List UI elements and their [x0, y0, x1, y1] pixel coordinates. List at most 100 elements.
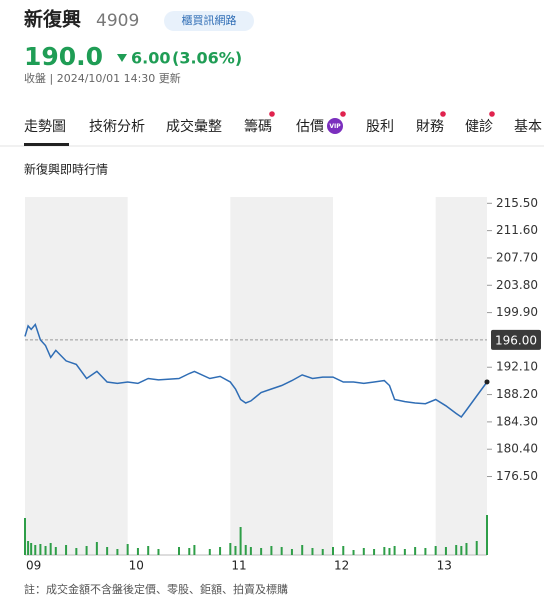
x-tick-label: 13 [437, 559, 452, 573]
section-title: 新復興即時行情 [24, 162, 108, 177]
volume-bar [193, 545, 196, 555]
volume-bar [311, 548, 314, 555]
volume-bar [270, 546, 273, 555]
volume-bar [352, 550, 355, 555]
down-arrow [117, 54, 127, 62]
volume-bar [321, 549, 324, 555]
y-tick-label: 199.90 [496, 305, 538, 319]
volume-bar [388, 548, 391, 555]
volume-bar [106, 547, 109, 555]
active-tab-underline [24, 143, 69, 146]
volume-bar [219, 547, 222, 555]
volume-bar [27, 541, 30, 555]
volume-bar [39, 544, 42, 555]
volume-bar [85, 546, 88, 555]
tab[interactable]: 財務 [416, 119, 444, 135]
tab[interactable]: 成交彙整 [166, 118, 222, 135]
volume-bar [116, 549, 119, 555]
volume-bar [44, 546, 47, 555]
y-tick-label: 192.10 [496, 360, 538, 374]
y-tick-label: 211.60 [496, 223, 538, 237]
hour-band [25, 197, 128, 555]
badge[interactable]: 櫃買訊網路 [182, 13, 237, 27]
stock-code: 4909 [96, 11, 139, 31]
volume-bar [157, 549, 160, 555]
y-tick-label: 207.70 [496, 250, 538, 264]
volume-bar [414, 547, 417, 555]
volume-bar [54, 547, 57, 555]
volume-bar [332, 547, 334, 555]
volume-bar [455, 545, 458, 555]
red-dot [340, 111, 346, 117]
price-line [24, 322, 488, 419]
volume-bar [342, 546, 345, 555]
volume-bar [136, 548, 139, 555]
volume-bar [424, 548, 427, 555]
tab[interactable]: 估價 [296, 118, 324, 135]
volume-bar [30, 543, 33, 555]
volume-bar [486, 515, 488, 555]
volume-bar [178, 547, 180, 555]
red-dot [440, 111, 446, 117]
volume-bar [244, 545, 247, 555]
reference-box [491, 329, 541, 350]
volume-bar [465, 543, 468, 555]
volume-bar [24, 518, 26, 555]
volume-bar [280, 547, 283, 555]
volume-bar [393, 546, 396, 555]
hour-band [435, 197, 487, 555]
volume-bar [373, 549, 376, 555]
stock-name: 新復興 [24, 8, 81, 31]
badge-bg [164, 11, 254, 31]
status: 收盤 | 2024/10/01 14:30 更新 [24, 71, 181, 85]
volume-bar [475, 541, 478, 555]
tab[interactable]: 技術分析 [89, 119, 145, 135]
y-tick-label: 203.80 [496, 278, 538, 292]
tab[interactable]: 走勢圖 [24, 119, 66, 135]
y-tick-label: 180.40 [496, 442, 538, 456]
y-tick-label: 215.50 [496, 196, 538, 210]
volume-bar [403, 549, 406, 555]
tab[interactable]: 股利 [366, 119, 394, 135]
x-tick-label: 09 [26, 559, 41, 573]
tab[interactable]: 籌碼 [244, 119, 272, 135]
vip-badge [327, 118, 343, 134]
volume-bar [234, 546, 237, 555]
volume-bar [65, 545, 68, 555]
change-pct: (3.06%) [172, 49, 242, 68]
volume-bar [239, 527, 242, 555]
volume-bar [260, 548, 263, 555]
volume-bar [34, 545, 37, 555]
volume-bar [444, 547, 447, 555]
volume-bar [301, 545, 304, 555]
volume-bar [208, 549, 211, 555]
reference-label: 196.00 [495, 333, 537, 347]
last-point [484, 379, 490, 385]
volume-bar [126, 544, 129, 555]
volume-bar [434, 546, 437, 555]
tab[interactable]: 健診 [465, 119, 493, 135]
vip-text: VIP [329, 123, 341, 130]
change: 6.00 [131, 49, 170, 68]
price: 190.0 [24, 42, 103, 71]
y-tick-label: 188.20 [496, 387, 538, 401]
volume-bar [75, 548, 78, 555]
volume-bar [290, 549, 293, 555]
volume-bar [147, 546, 150, 555]
volume-bar [229, 543, 232, 555]
volume-bar [188, 548, 191, 555]
volume-bar [49, 543, 52, 555]
volume-bar [95, 542, 98, 555]
red-dot [269, 111, 275, 117]
tab[interactable]: 基本 [514, 118, 542, 135]
x-tick-label: 12 [334, 559, 349, 573]
x-tick-label: 11 [231, 559, 246, 573]
volume-bar [383, 547, 386, 555]
hour-band [230, 197, 333, 555]
volume-bar [362, 548, 365, 555]
red-dot [489, 111, 495, 117]
volume-bar [249, 547, 252, 555]
note: 註：成交金額不含盤後定價、零股、鉅額、拍賣及標購 [24, 582, 288, 596]
volume-bar [460, 546, 463, 555]
